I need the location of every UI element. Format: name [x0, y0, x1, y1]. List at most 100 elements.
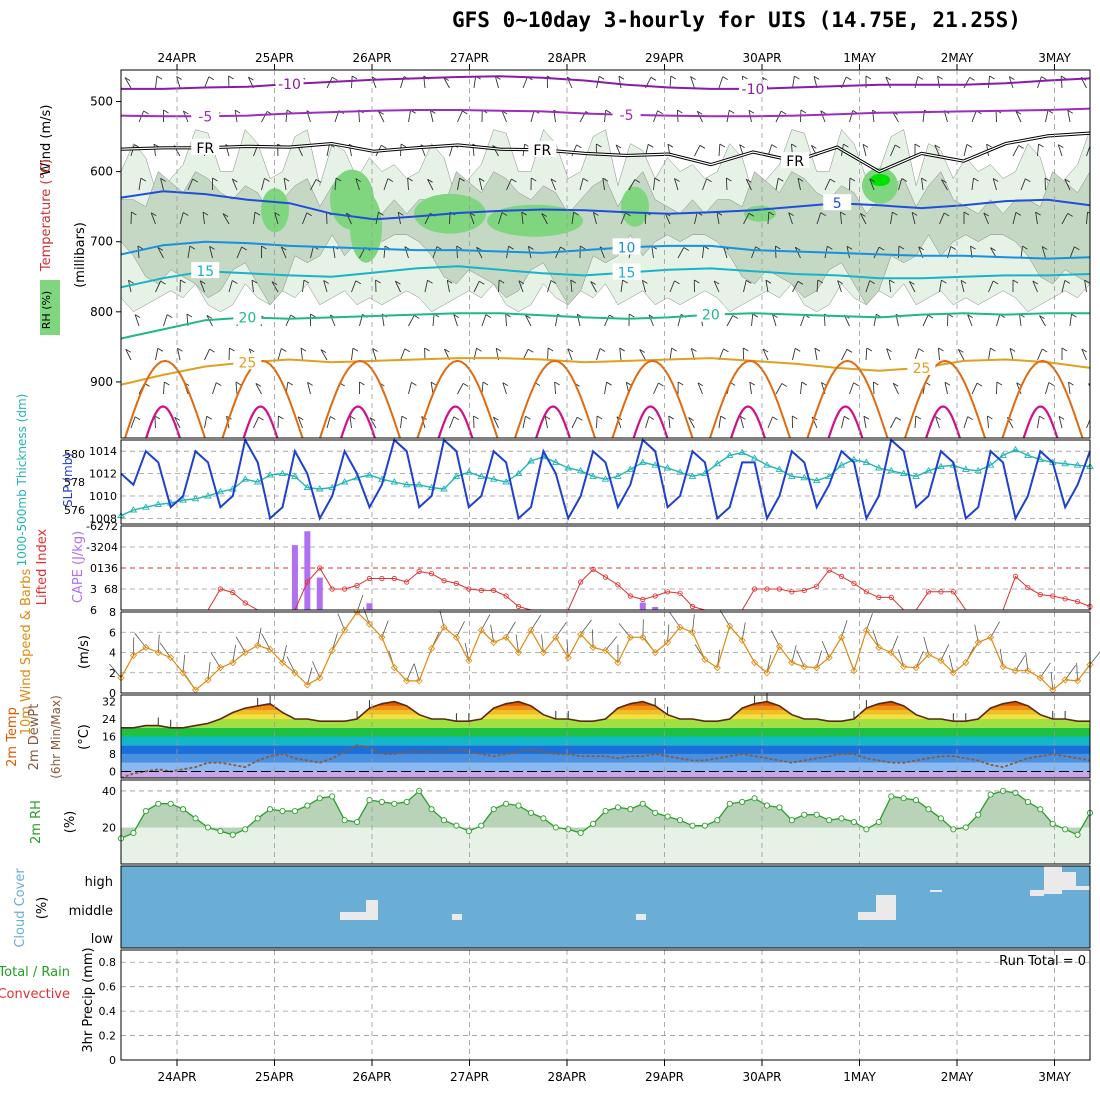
wind-barb-flag: [780, 110, 787, 115]
rh-marker: [267, 806, 274, 813]
li-marker: [1012, 573, 1019, 580]
wind-barb-flag: [619, 347, 625, 352]
wind-barb: [383, 246, 386, 259]
wind-barb-flag: [849, 177, 856, 182]
wind-marker: [813, 664, 821, 672]
temperature-contour-30: [806, 359, 889, 438]
wind-barb-flag: [992, 280, 999, 285]
li-marker: [938, 589, 944, 595]
wind-marker: [328, 646, 336, 655]
wind-barb-flag: [927, 314, 934, 319]
wind-barb: [212, 382, 217, 395]
wind-barb-flag: [160, 177, 166, 182]
wind-barb: [792, 76, 795, 89]
wind-barb: [400, 416, 403, 429]
wind-barb: [369, 417, 377, 429]
wind-barb-flag: [596, 415, 603, 420]
wind-axis-label: Wind (m/s): [39, 105, 54, 176]
cape-tick-label: 136: [97, 562, 118, 575]
thickness-marker: [912, 472, 920, 479]
wind-marker: [428, 644, 436, 653]
wind-barb-flag: [901, 178, 908, 182]
wind-marker: [502, 633, 510, 641]
wind-barb-flag: [1068, 381, 1074, 386]
wind-barb: [775, 178, 779, 191]
wind-barb-flag: [846, 245, 853, 250]
thickness-marker: [402, 480, 411, 488]
wind-marker: [440, 623, 448, 631]
wind-barb: [1057, 144, 1063, 157]
cape-tick-label: 204: [97, 541, 118, 554]
temp-axis-label: 2m Temp: [5, 707, 20, 767]
wind-barb: [571, 144, 577, 157]
contour-label: 20: [238, 310, 256, 326]
wind-barb-flag: [528, 245, 534, 250]
wind-barb-flag: [550, 178, 557, 183]
rh-marker: [366, 797, 373, 804]
wind-barb: [251, 280, 254, 293]
contour-label-bg: [823, 194, 852, 211]
wind-barb-flag: [297, 416, 304, 421]
pressure-axis-label: (millibars): [73, 222, 88, 288]
wind-barb: [914, 348, 920, 361]
wind-barb-flag: [206, 415, 213, 420]
wind-barb-flag: [258, 416, 264, 421]
wind-barb-10m: [356, 594, 364, 613]
wind-barb: [1012, 145, 1020, 157]
wind-marker: [278, 659, 287, 667]
wind-barb-flag: [990, 247, 996, 251]
wind-barb-flag: [990, 347, 996, 352]
wind-barb-flag: [950, 246, 957, 250]
wind-barb: [253, 212, 256, 225]
wind-barb: [404, 246, 409, 259]
wind-barb-flag: [677, 109, 683, 114]
wind-barb-flag: [811, 145, 817, 149]
wind-barb: [1020, 246, 1023, 259]
wind-barb-flag: [886, 348, 892, 353]
rh-marker: [440, 817, 448, 824]
li-marker: [354, 582, 360, 589]
wind-barb: [228, 280, 233, 293]
wind-barb-flag: [283, 177, 290, 182]
thickness-marker: [129, 506, 138, 513]
temperature-contour-35: [437, 405, 474, 438]
wind-barb-flag: [677, 381, 684, 386]
wind-barb: [1068, 382, 1071, 395]
li-marker: [1025, 584, 1031, 591]
wind-barb: [743, 280, 747, 293]
top-date-label: 2MAY: [941, 51, 974, 65]
wind-barb: [204, 348, 210, 361]
rh-marker: [937, 815, 944, 822]
rh-bg-band: [121, 827, 1090, 864]
wind-barb-flag: [352, 347, 359, 352]
wind-barb: [996, 314, 1001, 327]
bottom-date-label: 2MAY: [941, 1070, 974, 1084]
thickness-marker: [179, 496, 187, 503]
li-marker: [230, 589, 236, 596]
wind-marker: [962, 659, 970, 667]
wind-barb-flag: [473, 415, 479, 420]
wind-barb-flag: [845, 76, 852, 81]
contour-label: -10: [742, 82, 765, 98]
wind-barb-flag: [817, 279, 824, 284]
freezing-level-inner: [121, 132, 1090, 173]
wind-marker: [527, 626, 535, 634]
rh-marker: [590, 820, 597, 827]
wind-barb: [371, 76, 377, 89]
li-marker: [503, 593, 509, 599]
wind-barb: [277, 348, 282, 361]
wind-barb: [204, 416, 208, 429]
wind-barb-flag: [525, 314, 531, 319]
precip-tick-label: 0.6: [99, 981, 117, 994]
wind-barb: [1037, 348, 1043, 361]
temperature-contour-30: [416, 359, 499, 438]
wind-barb-flag: [493, 416, 499, 421]
wind-barb-flag: [150, 212, 157, 217]
wind-barb-flag: [593, 212, 599, 216]
wind-barb: [1061, 280, 1066, 293]
wind-barb: [992, 178, 997, 191]
thickness-marker: [614, 472, 622, 479]
wind-barb-10m: [480, 614, 491, 631]
wind-barb-10m: [555, 622, 567, 638]
wind-barb-flag: [688, 417, 694, 421]
